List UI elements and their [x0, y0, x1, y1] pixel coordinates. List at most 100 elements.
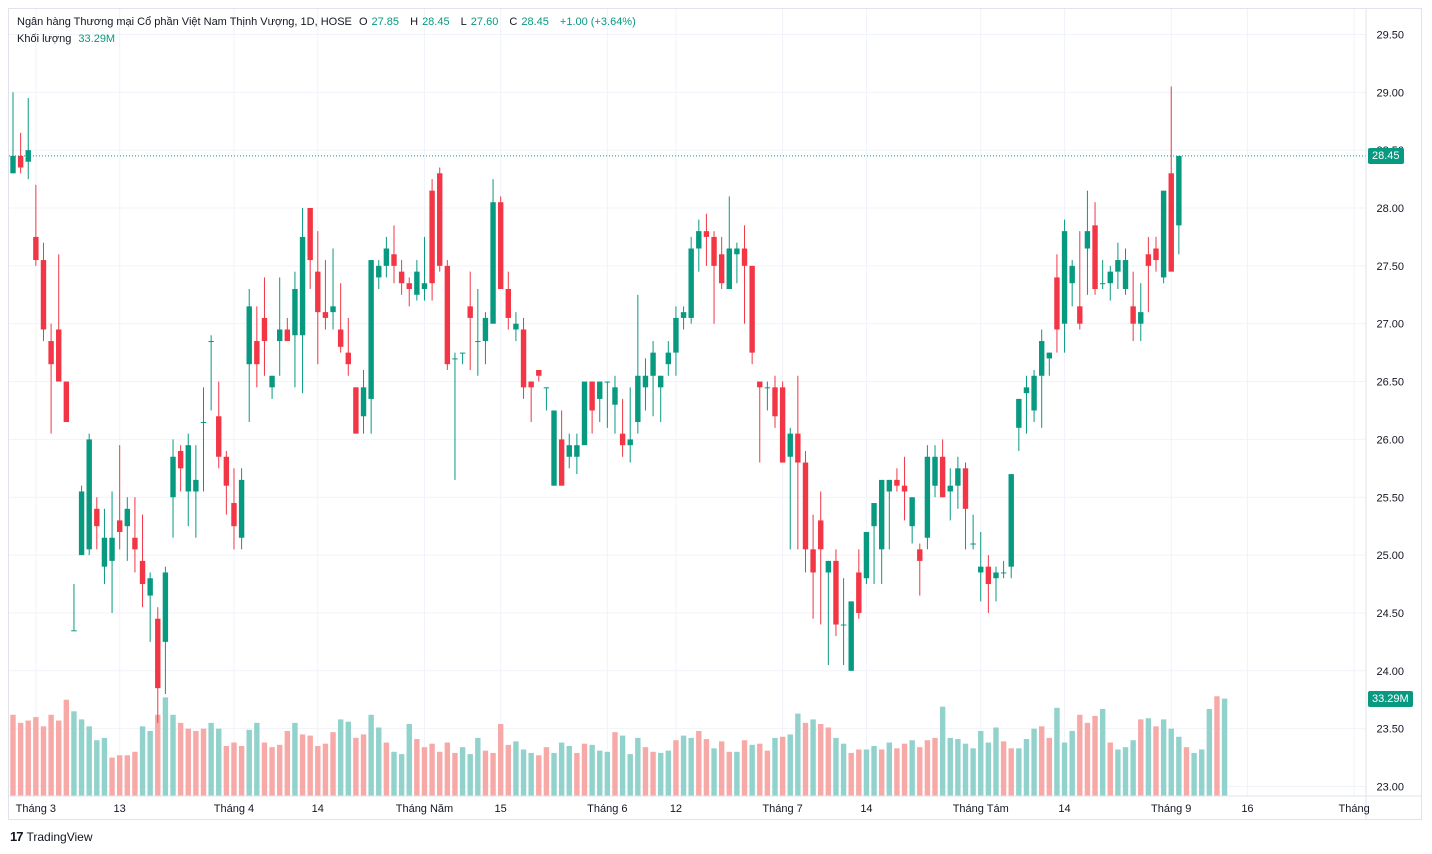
candle-body — [558, 439, 565, 486]
candle-body — [109, 537, 115, 561]
candle — [520, 317, 527, 399]
candle-body — [825, 560, 832, 573]
volume-bar — [391, 751, 397, 796]
time-tick-label: Tháng 4 — [214, 803, 254, 815]
time-tick-label: 14 — [1058, 803, 1070, 815]
candle-body — [330, 306, 336, 313]
volume-bar — [1206, 708, 1213, 796]
candle — [1016, 398, 1022, 451]
candle-body — [886, 479, 892, 492]
candle — [688, 236, 694, 324]
candle — [597, 381, 603, 423]
volume-bar — [101, 737, 108, 796]
candle-body — [734, 248, 740, 255]
candle — [833, 549, 839, 637]
price-tick-label: 28.00 — [1376, 203, 1404, 215]
volume-bar — [185, 728, 191, 796]
symbol-name[interactable]: Ngân hàng Thương mại Cổ phần Việt Nam Th… — [17, 16, 352, 28]
candle — [1176, 155, 1182, 255]
candle-body — [764, 387, 771, 389]
candle — [86, 433, 92, 556]
volume-bar — [1145, 718, 1152, 796]
volume-bar — [558, 742, 565, 796]
candle — [56, 254, 62, 382]
time-axis[interactable]: Tháng 3 13 Tháng 4 14 Tháng Năm 15 Tháng 6 12 Th… — [9, 795, 1421, 815]
candle — [1023, 375, 1030, 434]
candle-body — [779, 387, 786, 463]
candle-body — [86, 439, 92, 550]
volume-bar — [437, 751, 443, 796]
candle-body — [909, 497, 915, 527]
volume-bar — [856, 749, 862, 796]
candle-body — [94, 508, 100, 527]
candle — [924, 445, 931, 550]
candle-body — [497, 202, 504, 289]
volume-bar — [10, 714, 16, 796]
time-tick-label: 14 — [860, 803, 872, 815]
candle-body — [193, 479, 199, 492]
volume-bar — [612, 732, 618, 796]
candle — [238, 468, 245, 550]
volume-bar — [1061, 742, 1068, 796]
candle-body — [703, 231, 710, 237]
tradingview-logo[interactable]: 17 TradingView — [10, 829, 93, 844]
candle-body — [25, 150, 31, 162]
candle — [155, 607, 161, 723]
volume-bar — [696, 730, 702, 796]
volume-bar — [764, 750, 771, 796]
candle — [772, 375, 778, 428]
volume-bar — [962, 743, 969, 796]
time-tick-label: Tháng Năm — [396, 803, 453, 815]
volume-bar — [1214, 696, 1220, 796]
volume-bar — [1046, 737, 1053, 796]
candle-body — [894, 479, 900, 486]
candle — [406, 277, 412, 307]
candle — [231, 468, 237, 550]
candle — [33, 184, 39, 266]
candle-body — [132, 537, 138, 550]
candle — [513, 312, 519, 342]
candle-body — [360, 387, 367, 417]
candle — [970, 514, 976, 550]
candle — [863, 531, 870, 585]
candle-body — [437, 173, 443, 266]
volume-label[interactable]: Khối lượng — [17, 33, 72, 45]
time-tick-label: Tháng 7 — [762, 803, 802, 815]
volume-bar — [787, 734, 793, 796]
candle — [353, 387, 359, 434]
candle-body — [833, 560, 839, 625]
candle-body — [604, 381, 611, 383]
candle — [383, 236, 390, 278]
last-price-tag: 28.45 — [1368, 147, 1404, 164]
volume-value: 33.29M — [78, 33, 116, 45]
volume-bar — [429, 743, 435, 796]
candle — [818, 491, 824, 625]
volume-bar — [1099, 708, 1106, 796]
candle — [665, 341, 672, 376]
candle-body — [574, 445, 580, 457]
candle — [421, 236, 428, 301]
candle-body — [254, 341, 260, 365]
volume-bar — [680, 735, 687, 796]
candle-body — [269, 375, 275, 388]
last-volume-tag: 33.29M — [1368, 690, 1413, 707]
volume-bar — [86, 726, 92, 796]
candle-body — [398, 271, 405, 284]
candle — [528, 381, 534, 423]
candle — [734, 242, 740, 284]
volume-bar — [505, 744, 511, 796]
price-tick-label: 24.00 — [1376, 666, 1404, 678]
volume-bar — [459, 747, 466, 796]
candle-body — [116, 520, 123, 532]
candle — [292, 271, 298, 388]
volume-bar — [878, 749, 885, 796]
candle — [1061, 219, 1068, 353]
volume-bar — [109, 757, 115, 796]
volume-bar — [917, 747, 923, 796]
price-tick-label: 27.50 — [1376, 261, 1404, 273]
candle — [558, 410, 565, 486]
volume-bar — [581, 743, 588, 796]
volume-bar — [1138, 719, 1144, 796]
volume-bar — [200, 728, 207, 796]
